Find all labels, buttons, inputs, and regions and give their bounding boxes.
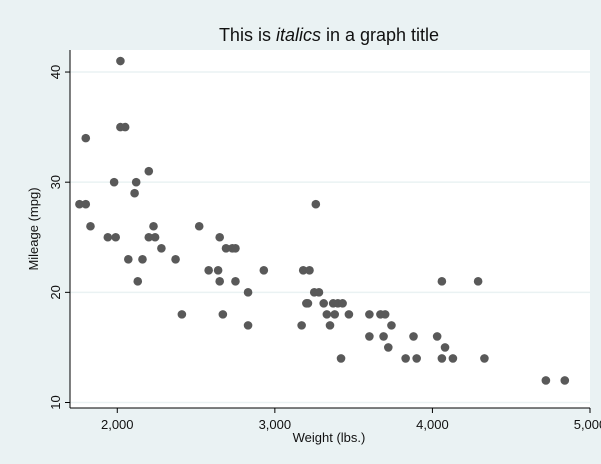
data-point xyxy=(379,332,388,341)
tick-labels: 2,000 3,000 4,000 5,000 10 20 30 40 xyxy=(48,65,601,432)
data-point xyxy=(303,299,313,308)
axes xyxy=(65,50,591,413)
data-point xyxy=(111,232,120,242)
data-point xyxy=(314,288,324,297)
data-point xyxy=(380,310,390,319)
data-point xyxy=(298,266,308,275)
data-point xyxy=(81,133,91,143)
data-points xyxy=(75,56,570,385)
data-point xyxy=(120,122,130,132)
grid-lines xyxy=(70,71,590,404)
x-tick-label: 2,000 xyxy=(101,417,134,432)
data-point xyxy=(231,243,240,253)
data-point xyxy=(81,199,91,209)
data-point xyxy=(437,277,447,286)
chart-title-part1: This is xyxy=(219,25,276,45)
data-point xyxy=(365,310,374,319)
data-point xyxy=(432,332,442,341)
data-point xyxy=(344,310,354,319)
x-axis-title: Weight (lbs.) xyxy=(293,430,366,445)
data-point xyxy=(133,277,143,286)
data-point xyxy=(124,254,133,264)
data-point xyxy=(473,277,483,286)
data-point xyxy=(171,254,180,264)
data-point xyxy=(401,354,410,363)
data-point xyxy=(150,232,160,242)
data-point xyxy=(325,321,335,330)
data-point xyxy=(319,299,328,308)
data-point xyxy=(215,277,224,286)
chart-title: This is italics in a graph title xyxy=(219,25,439,45)
data-point xyxy=(131,177,141,187)
data-point xyxy=(116,56,125,66)
data-point xyxy=(194,221,204,231)
data-point xyxy=(218,310,228,319)
x-tick-label: 3,000 xyxy=(259,417,292,432)
data-point xyxy=(215,232,224,242)
x-tick-label: 5,000 xyxy=(574,417,601,432)
data-point xyxy=(440,343,450,352)
data-point xyxy=(221,243,231,253)
y-tick-label: 30 xyxy=(48,175,63,189)
data-point xyxy=(144,232,154,242)
data-point xyxy=(412,354,421,363)
y-tick-label: 10 xyxy=(48,395,63,409)
y-axis-title: Mileage (mpg) xyxy=(26,187,41,270)
data-point xyxy=(409,332,418,341)
data-point xyxy=(338,299,347,308)
data-point xyxy=(204,266,213,275)
data-point xyxy=(305,266,314,275)
data-point xyxy=(387,321,396,330)
data-point xyxy=(130,188,139,198)
data-point xyxy=(560,376,570,385)
data-point xyxy=(297,321,306,330)
data-point xyxy=(330,310,340,319)
y-tick-label: 40 xyxy=(48,65,63,79)
data-point xyxy=(86,221,95,231)
data-point xyxy=(243,321,253,330)
x-tick-label: 4,000 xyxy=(416,417,449,432)
data-point xyxy=(448,354,458,363)
plot-area xyxy=(70,50,590,408)
data-point xyxy=(231,277,240,286)
data-point xyxy=(437,354,447,363)
data-point xyxy=(259,266,269,275)
data-point xyxy=(365,332,374,341)
data-point xyxy=(149,221,158,231)
chart-title-part2: in a graph title xyxy=(321,25,439,45)
data-point xyxy=(243,288,253,297)
data-point xyxy=(322,310,332,319)
data-point xyxy=(138,254,147,264)
y-tick-label: 20 xyxy=(48,285,63,299)
data-point xyxy=(75,199,84,209)
data-point xyxy=(336,354,346,363)
data-point xyxy=(144,166,154,176)
data-point xyxy=(311,199,321,209)
data-point xyxy=(213,266,223,275)
data-point xyxy=(480,354,489,363)
data-point xyxy=(177,310,187,319)
data-point xyxy=(541,376,551,385)
data-point xyxy=(157,243,166,253)
data-point xyxy=(109,177,119,187)
data-point xyxy=(103,232,113,242)
chart-title-italic: italics xyxy=(276,25,321,45)
data-point xyxy=(384,343,393,352)
